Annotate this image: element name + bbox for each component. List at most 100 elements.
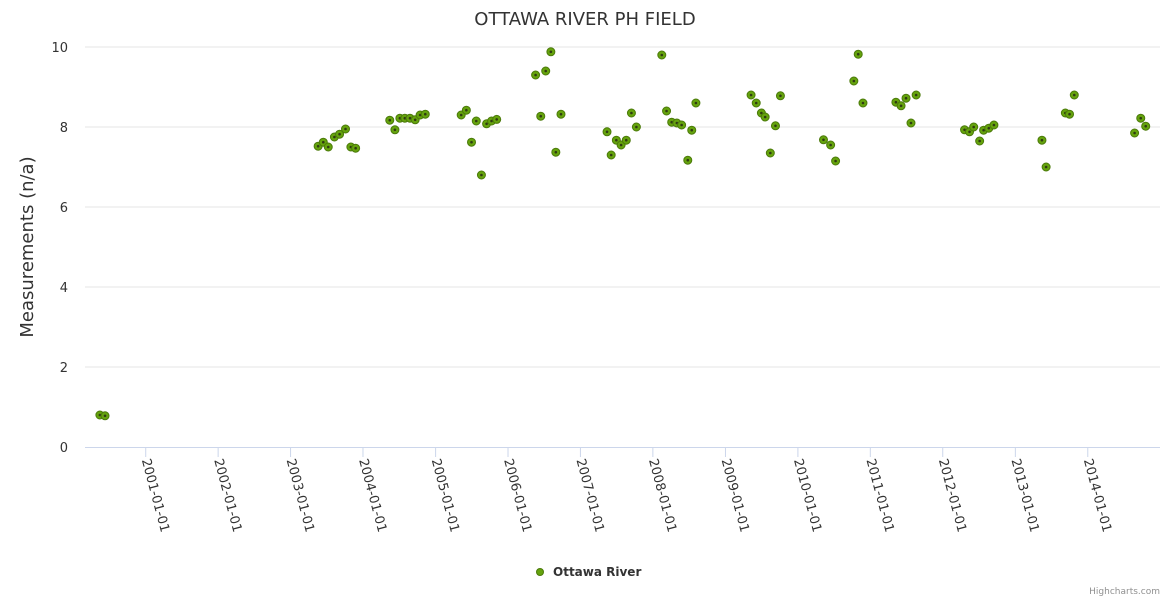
data-point[interactable] <box>476 170 486 180</box>
x-tick-label: 2002-01-01 <box>210 457 244 534</box>
gridlines <box>85 46 1160 368</box>
data-point-core <box>680 123 683 127</box>
data-point-core <box>554 150 558 154</box>
data-point[interactable] <box>662 106 672 116</box>
data-point-core <box>665 109 668 113</box>
data-point-core <box>490 119 493 123</box>
data-point-core <box>354 146 357 150</box>
data-point[interactable] <box>1141 121 1151 131</box>
credits-link[interactable]: Highcharts.com <box>1089 587 1160 597</box>
data-point[interactable] <box>906 118 916 128</box>
data-point[interactable] <box>657 50 667 60</box>
data-point[interactable] <box>606 150 616 160</box>
data-point[interactable] <box>390 125 400 135</box>
data-point[interactable] <box>1065 109 1075 119</box>
legend-label-ottawa-river[interactable]: Ottawa River <box>553 565 641 579</box>
x-tick-label: 2004-01-01 <box>355 457 389 534</box>
data-point[interactable] <box>420 109 430 119</box>
chart-title: OTTAWA RIVER PH FIELD <box>474 9 695 30</box>
data-point-core <box>749 93 753 97</box>
data-point[interactable] <box>896 101 906 111</box>
data-point[interactable] <box>351 143 361 153</box>
data-point[interactable] <box>831 156 841 166</box>
data-point[interactable] <box>1037 135 1047 145</box>
data-point-core <box>624 138 628 142</box>
data-point-core <box>829 143 832 147</box>
data-point[interactable] <box>775 91 785 101</box>
data-point[interactable] <box>751 98 761 108</box>
data-point[interactable] <box>546 47 556 57</box>
data-point[interactable] <box>531 70 541 80</box>
data-point[interactable] <box>826 140 836 150</box>
data-point[interactable] <box>770 121 780 131</box>
data-point[interactable] <box>975 136 985 146</box>
data-point[interactable] <box>765 148 775 158</box>
data-point-core <box>465 108 468 112</box>
data-point[interactable] <box>556 109 566 119</box>
data-point[interactable] <box>746 90 756 100</box>
data-point[interactable] <box>461 105 471 115</box>
data-point[interactable] <box>335 129 345 139</box>
data-point[interactable] <box>323 142 333 152</box>
data-point[interactable] <box>631 122 641 132</box>
data-point[interactable] <box>849 76 859 86</box>
data-point[interactable] <box>551 147 561 157</box>
data-point-core <box>1040 138 1044 142</box>
data-point[interactable] <box>492 114 502 124</box>
data-point[interactable] <box>541 66 551 76</box>
data-point-core <box>609 153 613 157</box>
data-point-core <box>978 139 981 143</box>
data-point-core <box>559 112 563 116</box>
data-point-core <box>909 121 913 125</box>
data-point[interactable] <box>100 411 110 421</box>
data-point[interactable] <box>1041 162 1051 172</box>
data-point[interactable] <box>853 49 863 59</box>
data-point[interactable] <box>471 116 481 126</box>
data-point-core <box>856 52 860 56</box>
data-point-core <box>834 159 837 163</box>
data-point[interactable] <box>621 135 631 145</box>
y-tick-label: 4 <box>60 281 68 296</box>
data-point[interactable] <box>1136 113 1146 123</box>
data-point[interactable] <box>691 98 701 108</box>
x-tick-label: 2008-01-01 <box>645 457 679 534</box>
data-point-core <box>894 100 898 104</box>
data-point-core <box>1144 124 1148 128</box>
data-point-core <box>686 158 690 162</box>
data-point-core <box>333 135 336 139</box>
data-point[interactable] <box>341 124 351 134</box>
data-point[interactable] <box>677 120 687 130</box>
data-point[interactable] <box>602 127 612 137</box>
data-point-core <box>1068 112 1071 116</box>
data-point[interactable] <box>467 137 477 147</box>
data-point-core <box>103 414 107 418</box>
data-point[interactable] <box>626 108 636 118</box>
data-point-core <box>630 111 633 115</box>
data-point[interactable] <box>760 112 770 122</box>
data-point-core <box>769 151 772 155</box>
x-tick-label: 2006-01-01 <box>500 457 534 534</box>
data-point[interactable] <box>858 98 868 108</box>
data-point-core <box>326 145 330 149</box>
data-point[interactable] <box>1069 90 1079 100</box>
series-ottawa-river[interactable] <box>95 47 1151 421</box>
legend[interactable]: Ottawa River <box>536 565 642 579</box>
data-point[interactable] <box>687 125 697 135</box>
data-point-core <box>495 118 499 121</box>
data-point-core <box>987 126 991 130</box>
data-point[interactable] <box>818 135 828 145</box>
data-point[interactable] <box>1130 128 1140 138</box>
x-tick-label: 2014-01-01 <box>1080 457 1114 534</box>
data-point[interactable] <box>536 111 546 121</box>
data-point[interactable] <box>989 120 999 130</box>
data-point[interactable] <box>385 115 395 125</box>
data-point-core <box>459 113 463 117</box>
data-point[interactable] <box>683 155 693 165</box>
y-tick-label: 0 <box>60 441 68 456</box>
data-point[interactable] <box>969 122 979 132</box>
data-point-core <box>779 94 782 98</box>
data-point-core <box>393 128 397 132</box>
data-point[interactable] <box>901 93 911 103</box>
data-point-core <box>338 132 341 136</box>
data-point[interactable] <box>911 90 921 100</box>
